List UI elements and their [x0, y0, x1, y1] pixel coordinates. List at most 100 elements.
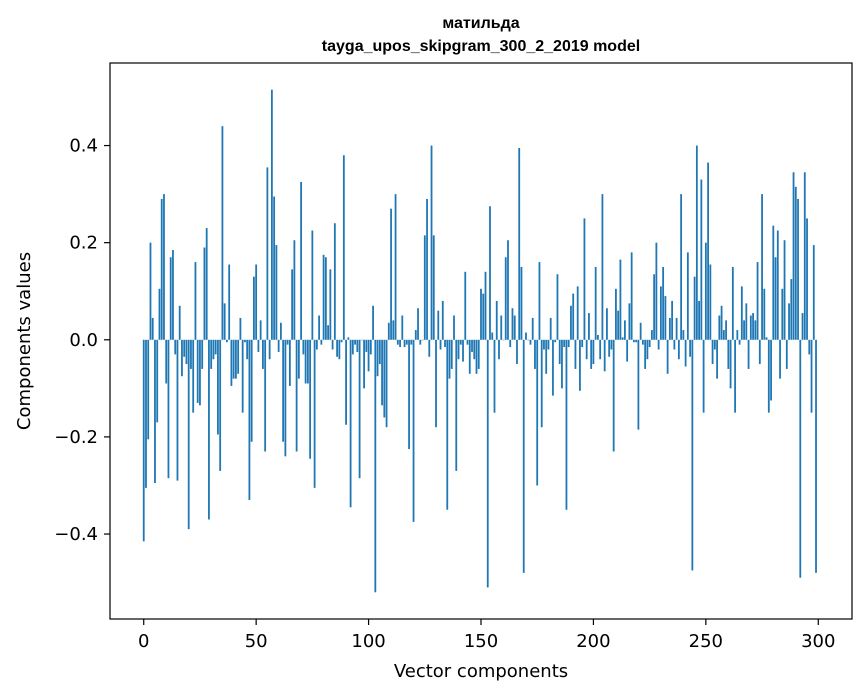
bar	[572, 293, 575, 340]
bar	[610, 339, 613, 350]
bar	[603, 339, 606, 372]
bar	[246, 339, 249, 360]
bar	[558, 339, 561, 365]
bar	[439, 339, 442, 350]
bar	[369, 339, 372, 355]
bar	[295, 339, 298, 452]
bar	[217, 339, 219, 435]
bar	[262, 339, 264, 369]
x-axis-ticks: 0 50 100 150 200 250 300	[138, 619, 835, 652]
bar	[270, 89, 273, 340]
bar	[545, 339, 548, 374]
y-tick-label: −0.2	[54, 427, 98, 448]
bar	[491, 332, 494, 340]
bar	[700, 179, 703, 340]
bar	[628, 303, 631, 340]
bar	[540, 339, 543, 428]
bar	[331, 339, 334, 350]
bar	[405, 339, 408, 345]
bar	[356, 339, 359, 352]
bar	[554, 339, 557, 343]
bar	[156, 339, 159, 423]
bar	[471, 339, 473, 352]
bar	[684, 339, 687, 367]
bar	[268, 339, 271, 360]
bar	[680, 194, 683, 340]
bar	[709, 264, 712, 340]
bar	[743, 320, 745, 340]
bar	[473, 339, 476, 360]
bar	[477, 339, 480, 369]
bar	[210, 339, 213, 369]
bar	[237, 339, 240, 374]
bar	[279, 322, 282, 340]
bar	[659, 286, 662, 340]
bar	[783, 240, 786, 340]
bar	[653, 274, 656, 340]
x-tick-label: 100	[351, 631, 385, 652]
bar	[194, 262, 197, 340]
bar	[801, 313, 804, 340]
bar	[552, 339, 554, 396]
bar	[585, 339, 588, 360]
bar	[378, 339, 381, 365]
bar	[763, 288, 766, 340]
bar	[754, 320, 757, 340]
bar	[199, 339, 201, 406]
bar	[360, 339, 363, 341]
bar	[448, 339, 451, 379]
bar	[637, 339, 640, 430]
bar	[565, 339, 568, 510]
bar	[450, 339, 453, 369]
bar	[621, 337, 624, 340]
bar	[230, 339, 233, 386]
bar	[165, 339, 168, 384]
bar	[691, 339, 694, 571]
chart-title: матильда	[442, 15, 519, 32]
bar	[174, 339, 177, 355]
bar	[300, 181, 303, 340]
y-tick-label: 0.2	[69, 233, 98, 254]
bar	[671, 300, 674, 340]
bar	[318, 315, 321, 340]
bar	[511, 308, 514, 340]
bar	[677, 339, 680, 360]
bar	[462, 339, 464, 362]
bar	[727, 339, 730, 369]
bar	[297, 339, 300, 379]
bar	[457, 339, 460, 360]
bar	[192, 339, 195, 413]
bar	[635, 339, 638, 343]
bar	[758, 339, 761, 365]
y-tick-label: 0.0	[69, 330, 98, 351]
y-tick-label: −0.4	[54, 524, 98, 545]
bar	[322, 254, 325, 340]
bar	[327, 325, 329, 340]
bar	[232, 339, 235, 379]
bar	[664, 296, 667, 340]
bar	[772, 225, 775, 340]
bar	[414, 330, 417, 340]
bar	[282, 339, 285, 442]
y-axis-ticks: −0.4 −0.2 0.0 0.2 0.4	[54, 136, 110, 545]
bar	[612, 339, 615, 452]
bar	[734, 339, 736, 413]
bar	[547, 339, 550, 350]
bar	[412, 339, 415, 522]
bar	[428, 339, 431, 357]
bar	[444, 339, 446, 348]
bar	[509, 339, 512, 348]
bar	[583, 218, 586, 340]
bar	[372, 305, 374, 340]
bar	[374, 339, 377, 593]
bar	[363, 339, 365, 389]
bar	[718, 315, 721, 340]
bar	[288, 339, 291, 386]
bar	[250, 339, 253, 442]
bar	[722, 330, 725, 340]
bar	[716, 339, 718, 379]
bar	[432, 235, 435, 340]
bar	[167, 339, 170, 479]
bar	[606, 308, 608, 340]
